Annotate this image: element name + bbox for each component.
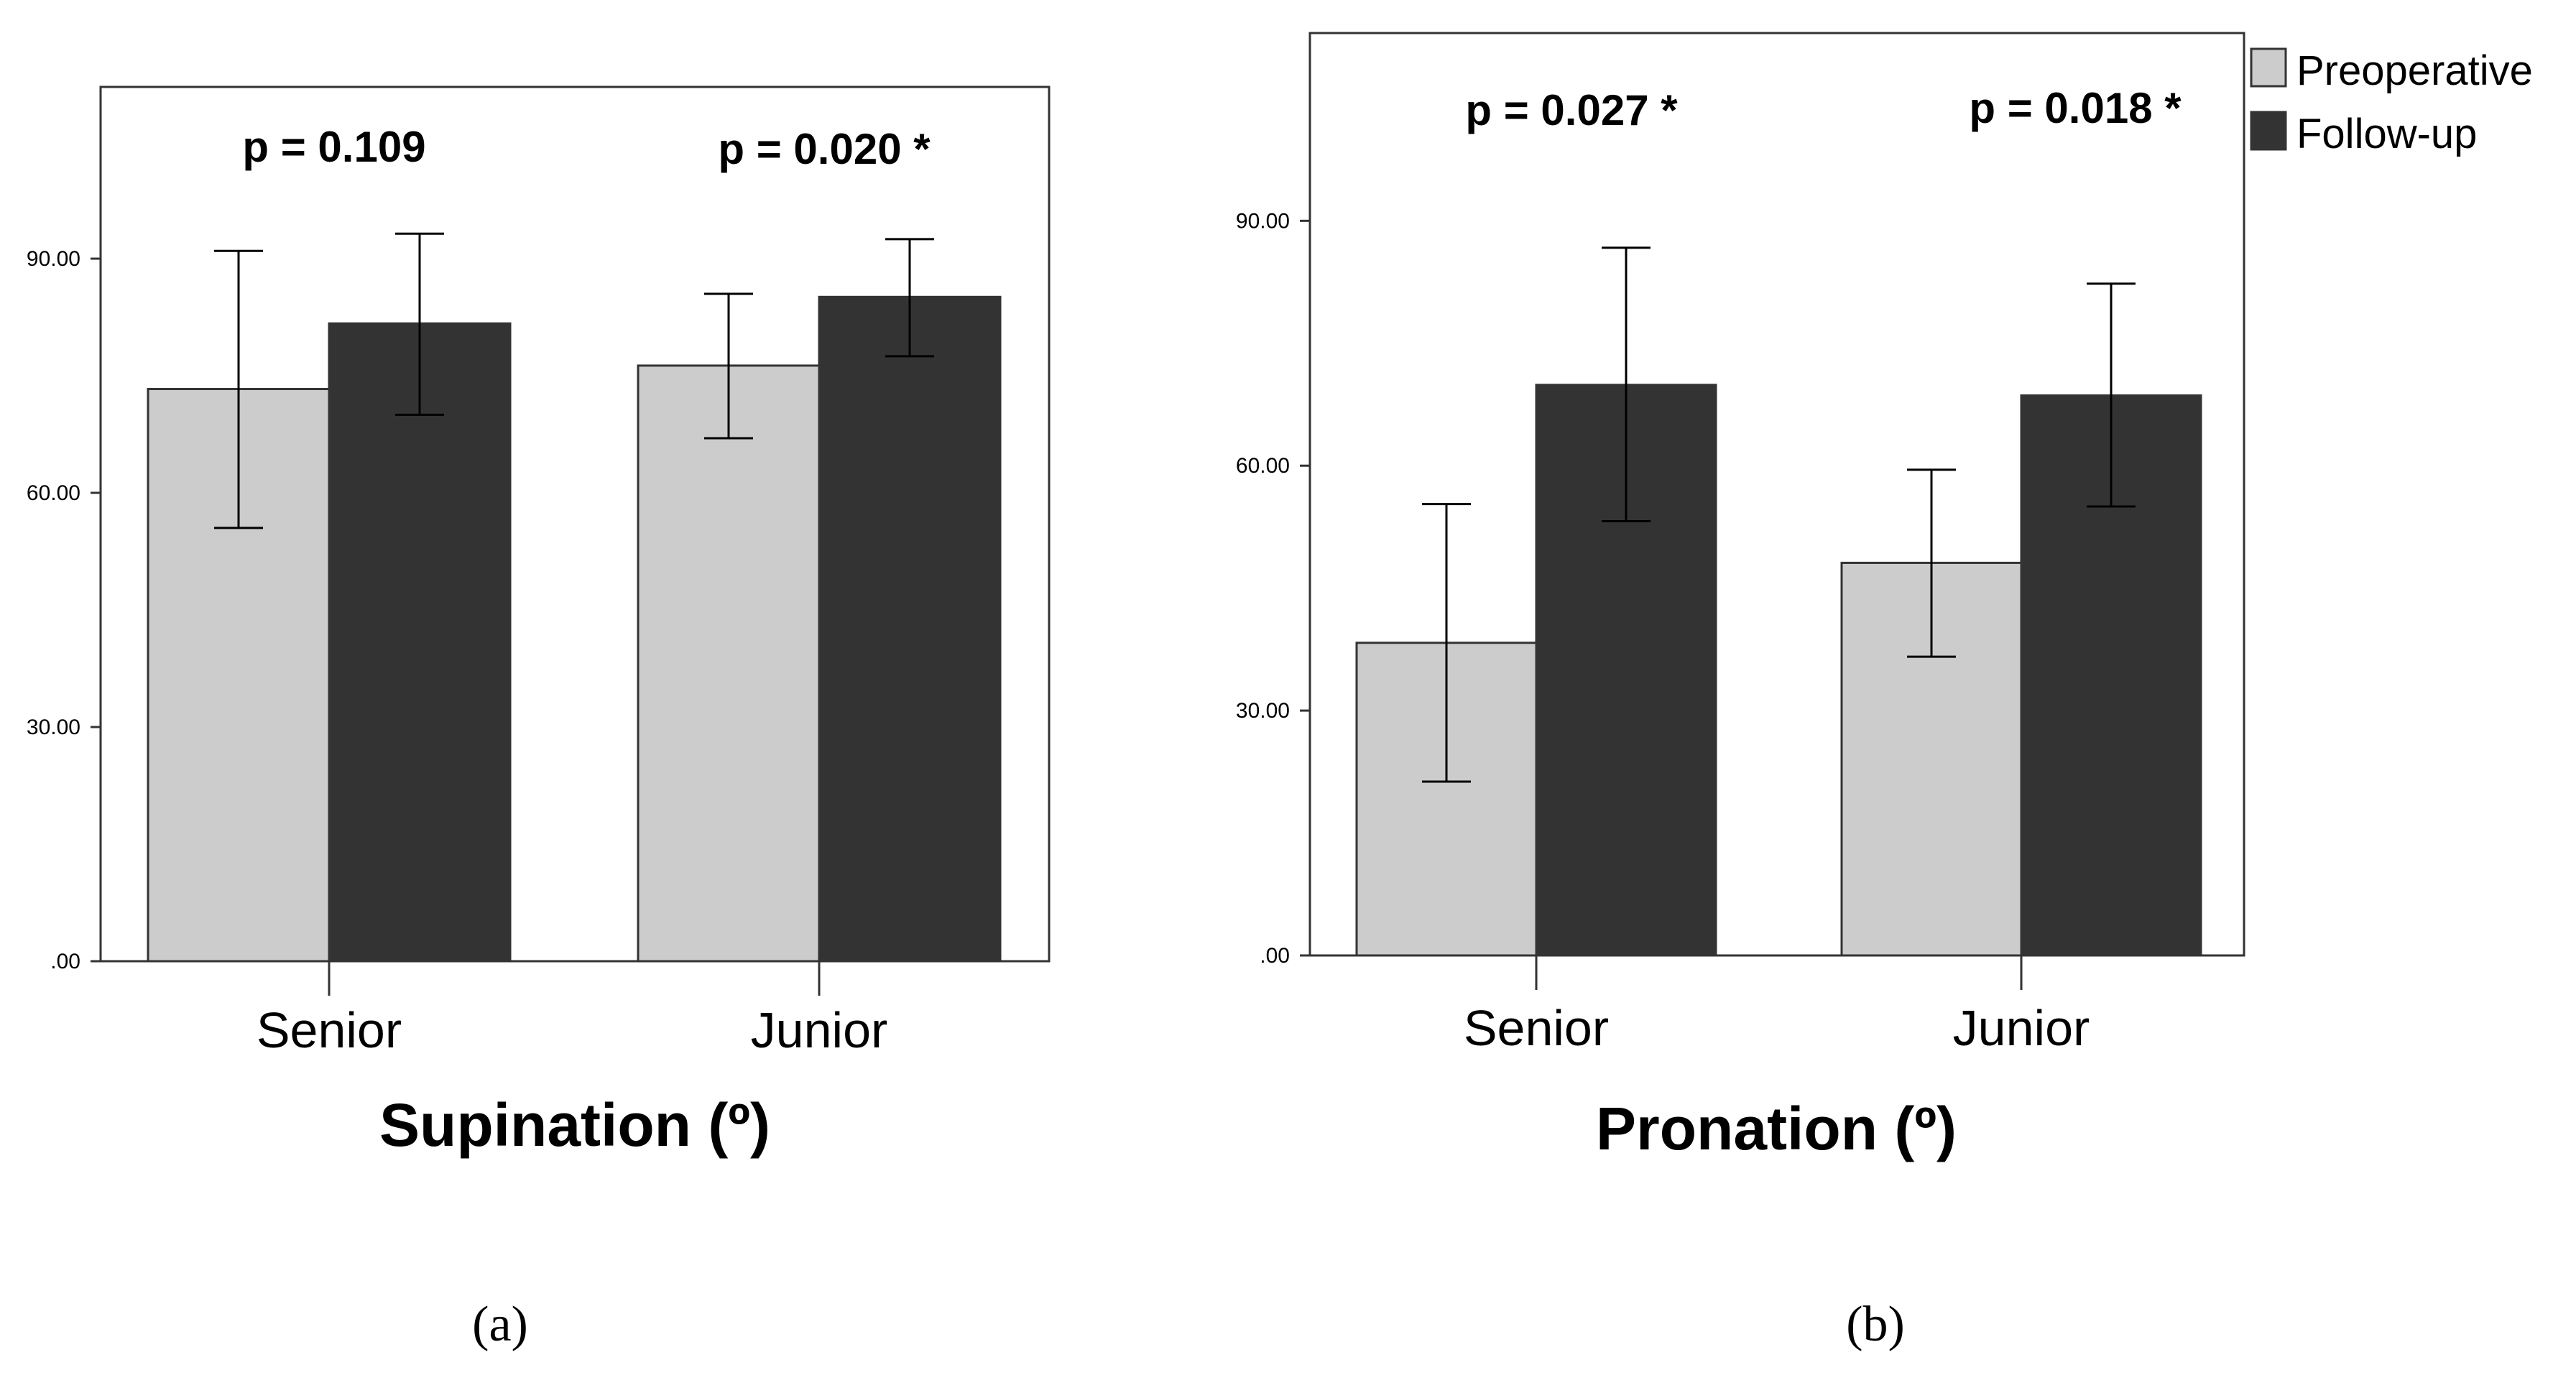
panel-b-y-tick-label-1: 30.00 [1236,699,1290,723]
panel-b-y-tick-label-0: .00 [1260,944,1290,968]
panel-a-y-tick-label-2: 60.00 [27,481,80,505]
panel-b: .00 30.00 60.00 90.00 p = 0.027 * p = 0.018… [1236,32,2245,1352]
panel-a-bar-junior-preoperative [637,364,821,963]
panel-a-y-tick-label-3: 90.00 [27,247,80,271]
panel-a-x-axis-title: Supination (º) [379,1091,770,1159]
panel-a-error-bar-junior-preoperative [704,292,753,440]
panel-a-error-bar-senior-follow-up [395,232,444,416]
panel-a-error-bar-junior-follow-up [885,238,934,358]
panel-a-x-axis [328,961,821,996]
panel-b-error-bars [1422,246,2136,783]
legend-label-preoperative: Preoperative [2296,47,2533,94]
panel-a-y-tick-label-1: 30.00 [27,716,80,739]
panel-a-bar-junior-follow-up [818,295,1002,963]
panel-b-error-bar-junior-follow-up [2087,282,2136,508]
legend-label-follow-up: Follow-up [2296,111,2477,157]
panel-b-x-axis [1535,955,2023,990]
panel-b-x-axis-title: Pronation (º) [1596,1095,1957,1162]
panel-a-category-label-senior: Senior [257,1002,402,1058]
panel-b-annotation-junior: p = 0.018 * [1969,84,2182,132]
legend: Preoperative Follow-up [2250,47,2533,157]
legend-swatch-follow-up [2250,111,2287,151]
panel-b-error-bar-senior-follow-up [1602,246,1651,522]
panel-b-error-bar-junior-preoperative [1907,468,1956,658]
panel-b-annotation-senior: p = 0.027 * [1465,86,1678,134]
panel-b-y-tick-label-2: 60.00 [1236,454,1290,478]
panel-b-caption: (b) [1846,1297,1905,1352]
panel-a-annotation-senior: p = 0.109 [242,123,425,171]
panel-b-y-tick-label-3: 90.00 [1236,209,1290,233]
panel-a-annotation-junior: p = 0.020 * [718,125,931,173]
panel-a-y-tick-label-0: .00 [50,950,80,973]
panel-a-category-label-junior: Junior [751,1002,888,1058]
panel-a-caption: (a) [472,1297,528,1352]
panel-a-error-bar-senior-preoperative [214,249,263,529]
panel-a: .00 30.00 60.00 90.00 p = 0.109 p = 0.020 *… [27,85,1051,1352]
panel-a-y-axis: .00 30.00 60.00 90.00 [27,247,101,973]
panel-a-error-bars [214,232,934,529]
panel-a-bar-senior-follow-up [328,322,512,963]
panel-b-y-axis: .00 30.00 60.00 90.00 [1236,209,1310,968]
panel-b-category-label-senior: Senior [1464,1000,1609,1056]
panel-b-error-bar-senior-preoperative [1422,503,1471,783]
legend-swatch-preoperative [2250,47,2287,88]
panel-b-category-label-junior: Junior [1953,1000,2090,1056]
